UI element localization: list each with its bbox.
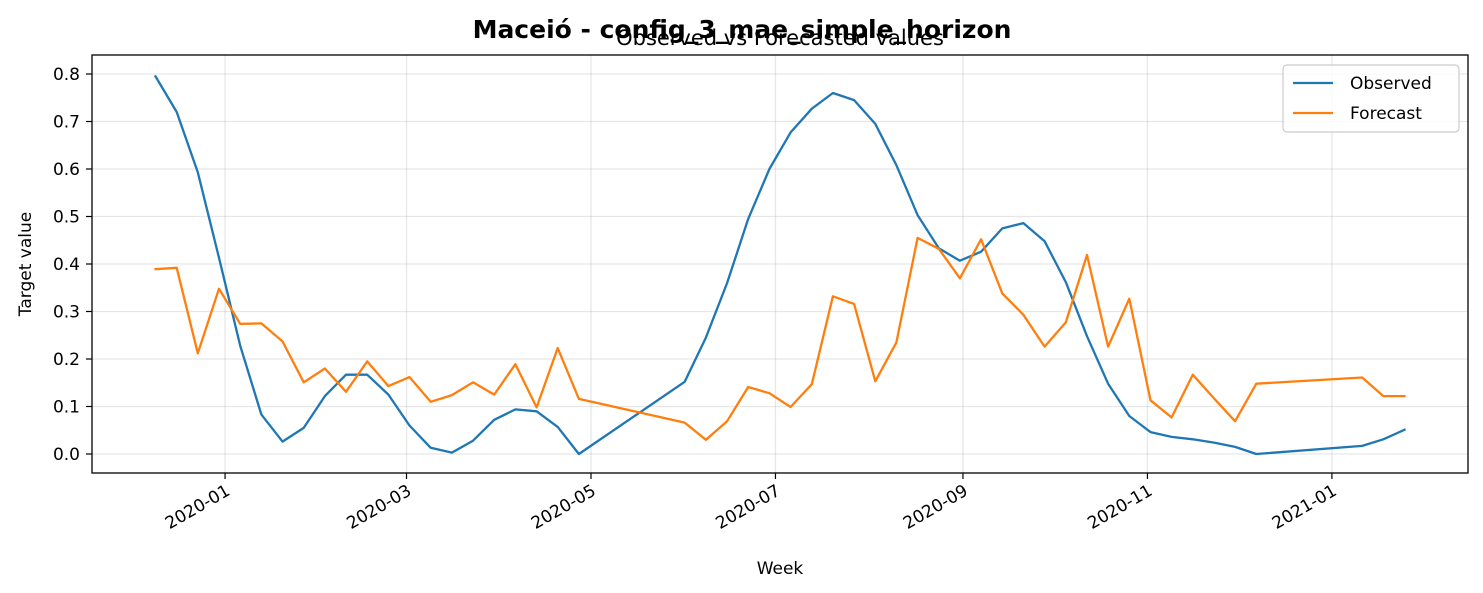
y-tick-label: 0.6 bbox=[53, 160, 80, 180]
legend-label-forecast: Forecast bbox=[1350, 104, 1422, 124]
chart-suptitle: Maceió - config_3_mae_simple_horizon bbox=[473, 15, 1012, 44]
series-line-observed bbox=[153, 74, 1407, 456]
x-tick-label: 2020-05 bbox=[528, 481, 600, 534]
legend-box bbox=[1282, 64, 1460, 133]
legend-label-observed: Observed bbox=[1350, 74, 1432, 94]
y-tick-label: 0.7 bbox=[53, 113, 80, 133]
series-line-forecast bbox=[154, 236, 1406, 441]
y-tick-label: 0.4 bbox=[53, 255, 80, 275]
series-lines bbox=[153, 74, 1407, 456]
legend: Observed Forecast bbox=[1282, 64, 1460, 133]
x-axis-ticks: 2020-01 2020-03 2020-05 2020-07 2020-09 2020-… bbox=[162, 473, 1340, 534]
x-tick-label: 2020-07 bbox=[712, 481, 784, 534]
y-axis-label: Target value bbox=[16, 212, 36, 317]
y-tick-label: 0.1 bbox=[53, 398, 80, 418]
y-tick-label: 0.5 bbox=[53, 208, 80, 228]
x-tick-label: 2021-01 bbox=[1269, 481, 1341, 534]
grid bbox=[92, 55, 1468, 473]
x-tick-label: 2020-09 bbox=[900, 481, 972, 534]
chart-title: Observed vs Forecasted values bbox=[616, 26, 944, 50]
y-tick-label: 0.0 bbox=[53, 445, 80, 465]
y-tick-label: 0.3 bbox=[53, 303, 80, 323]
x-axis-label: Week bbox=[757, 559, 804, 579]
x-tick-label: 2020-11 bbox=[1084, 481, 1156, 534]
y-tick-label: 0.2 bbox=[53, 350, 80, 370]
y-tick-label: 0.8 bbox=[53, 65, 80, 85]
y-axis-ticks: 0.0 0.1 0.2 0.3 0.4 0.5 0.6 0.7 0.8 bbox=[53, 65, 92, 465]
x-tick-label: 2020-01 bbox=[162, 481, 234, 534]
x-tick-label: 2020-03 bbox=[343, 481, 415, 534]
